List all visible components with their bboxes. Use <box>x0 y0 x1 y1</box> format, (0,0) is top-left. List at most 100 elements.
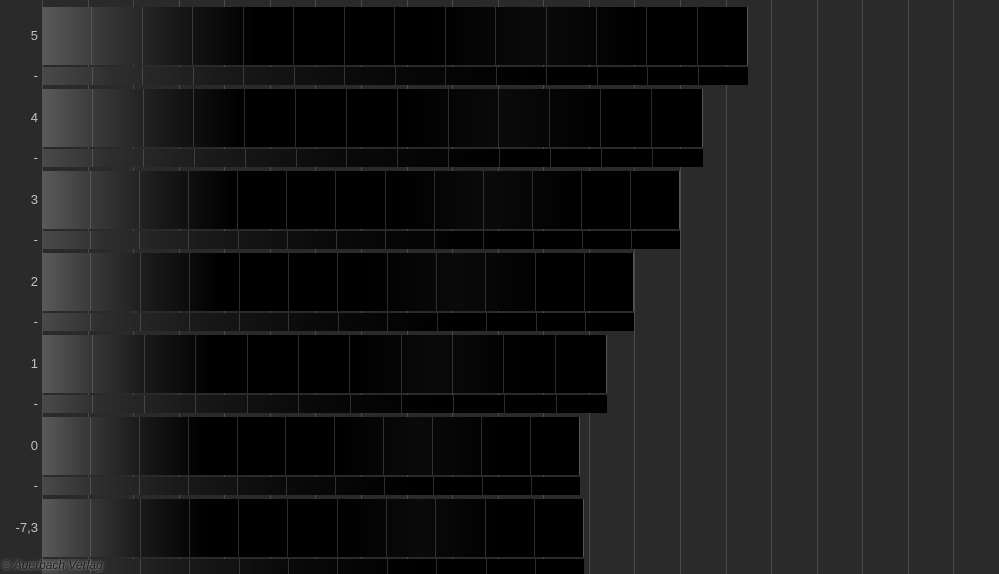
bar-segment <box>93 149 144 167</box>
bar-segment <box>388 253 437 311</box>
bar-segment <box>195 149 246 167</box>
bar-segment <box>505 395 556 413</box>
separator-bar <box>42 231 680 249</box>
bar-segment <box>402 395 453 413</box>
bar-segment <box>338 253 387 311</box>
bar-segment <box>295 67 346 85</box>
bar-segment <box>386 231 435 249</box>
bar-segment <box>557 395 607 413</box>
bar-segment <box>698 7 747 65</box>
bar-segment <box>536 559 584 574</box>
bar-segment <box>336 171 385 229</box>
bar-segment <box>388 313 437 331</box>
bar <box>42 335 607 393</box>
bar-segment <box>42 67 93 85</box>
bar-segment <box>93 395 144 413</box>
bar-segment <box>93 67 144 85</box>
bar-segment <box>339 313 388 331</box>
bar-segment <box>240 313 289 331</box>
bar-segment <box>297 149 348 167</box>
bar-segment <box>248 335 299 393</box>
y-axis-label: 0 <box>0 439 38 452</box>
bar-segment <box>92 7 142 65</box>
bar-segment <box>42 171 91 229</box>
bar-segment <box>189 477 238 495</box>
bar-segment <box>449 89 500 147</box>
bar-segment <box>193 7 243 65</box>
bar-segment <box>42 335 93 393</box>
separator-row <box>42 559 999 574</box>
bar-segment <box>239 499 288 557</box>
bar-segment <box>140 477 189 495</box>
bar-segment <box>496 7 546 65</box>
bar-segment <box>145 335 196 393</box>
bar-segments <box>42 231 680 249</box>
bar-segment <box>245 89 296 147</box>
bar-segment <box>437 559 486 574</box>
bar-segment <box>387 499 436 557</box>
bar-segments <box>42 417 579 475</box>
separator-bar <box>42 477 580 495</box>
bar-segment <box>345 67 396 85</box>
y-axis-tick: - <box>0 315 38 328</box>
bar-segment <box>699 67 749 85</box>
bar-segment <box>296 89 347 147</box>
bar-segment <box>336 477 385 495</box>
bar-segment <box>194 89 245 147</box>
separator-row <box>42 67 999 85</box>
bar-segment <box>531 417 579 475</box>
y-axis-label: 2 <box>0 275 38 288</box>
separator-bar <box>42 313 634 331</box>
bar <box>42 89 703 147</box>
bar-row <box>42 7 999 65</box>
bar-row <box>42 253 999 311</box>
bar-segment <box>299 335 350 393</box>
separator-row <box>42 231 999 249</box>
bar-segment <box>238 477 287 495</box>
bar-segments <box>42 477 580 495</box>
bar-segment <box>145 395 196 413</box>
bar-segment <box>597 7 647 65</box>
bar-segment <box>244 67 295 85</box>
bar-segment <box>42 7 92 65</box>
bar-segment <box>141 253 190 311</box>
bar-segment <box>453 335 504 393</box>
bar-segment <box>586 313 634 331</box>
y-axis-label: 5 <box>0 29 38 42</box>
plot-area <box>42 0 999 574</box>
bar-segment <box>504 335 555 393</box>
bar-segment <box>194 67 245 85</box>
bar-segment <box>42 313 91 331</box>
bar-segment <box>386 171 435 229</box>
bar-segment <box>534 231 583 249</box>
bar-segment <box>402 335 453 393</box>
bar-segment <box>238 417 287 475</box>
bar-segments <box>42 499 583 557</box>
bar-segment <box>248 395 299 413</box>
y-axis-tick: - <box>0 233 38 246</box>
bar-segment <box>189 171 238 229</box>
separator-row <box>42 477 999 495</box>
bar-segment <box>189 231 238 249</box>
bar-segment <box>338 559 387 574</box>
bar-segment <box>244 7 294 65</box>
bar-segment <box>335 417 384 475</box>
bar-segment <box>141 313 190 331</box>
bar-segment <box>556 335 606 393</box>
bar-segment <box>91 171 140 229</box>
bar-segment <box>143 67 194 85</box>
bar-segment <box>631 171 679 229</box>
bar-segment <box>42 253 91 311</box>
bar-segment <box>347 89 398 147</box>
bar-row <box>42 499 999 557</box>
bar-segment <box>583 231 632 249</box>
separator-row <box>42 313 999 331</box>
bar-segment <box>286 417 335 475</box>
bar-segment <box>454 395 505 413</box>
y-axis-label: 3 <box>0 193 38 206</box>
bar <box>42 417 580 475</box>
bar-segment <box>551 149 602 167</box>
bar-segment <box>500 149 551 167</box>
y-axis-tick: - <box>0 69 38 82</box>
bar-segment <box>91 499 140 557</box>
